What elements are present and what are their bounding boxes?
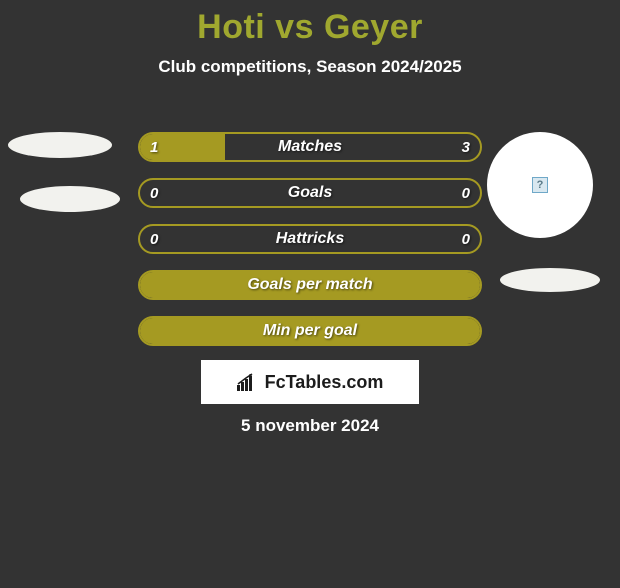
stat-bar: Hattricks0 0 [138,224,482,254]
stat-bar-label: Goals [140,180,480,206]
brand-text: FcTables.com [265,372,384,393]
stat-bar-value-right: 0 [462,226,470,252]
stat-bar-label: Hattricks [140,226,480,252]
date-text: 5 november 2024 [0,416,620,436]
stat-bar: Matches1 3 [138,132,482,162]
bars-ascending-icon [237,373,259,391]
player-avatar-right: ? [487,132,593,238]
decor-ellipse-top-left-2 [20,186,120,212]
brand-badge: FcTables.com [201,360,419,404]
comparison-bars: Matches13Goals00Hattricks00Goals per mat… [138,132,482,362]
stat-bar-label: Min per goal [140,318,480,344]
stat-bar-label: Matches [140,134,480,160]
stat-bar-value-left: 1 [150,134,158,160]
stat-bar: Goals0 0 [138,178,482,208]
stat-bar: Goals per match [138,270,482,300]
image-placeholder-icon: ? [532,177,548,193]
decor-ellipse-bottom-right [500,268,600,292]
stat-bar-value-left: 0 [150,180,158,206]
page-title: Hoti vs Geyer [0,8,620,47]
stat-bar-value-left: 0 [150,226,158,252]
decor-ellipse-top-left-1 [8,132,112,158]
stat-bar-value-right: 3 [462,134,470,160]
stat-bar-label: Goals per match [140,272,480,298]
page-subtitle: Club competitions, Season 2024/2025 [0,57,620,77]
stat-bar: Min per goal [138,316,482,346]
stat-bar-value-right: 0 [462,180,470,206]
